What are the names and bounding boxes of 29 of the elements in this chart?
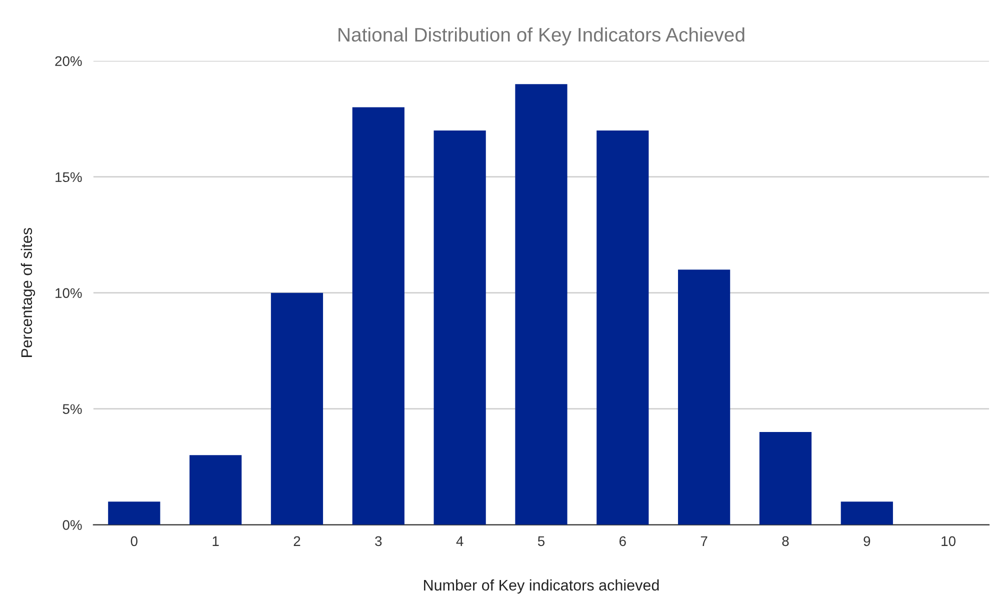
- bar: [270, 292, 324, 525]
- x-tick-label: 9: [864, 536, 870, 546]
- bar: [840, 502, 893, 525]
- x-tick-label: 6: [619, 536, 626, 546]
- bar: [515, 84, 568, 525]
- x-tick-label: 2: [294, 536, 300, 546]
- y-tick-label: 10%: [56, 288, 82, 298]
- y-axis-title: Percentage of sites: [20, 228, 36, 357]
- y-tick-label: 20%: [55, 56, 82, 66]
- x-axis-title: Number of Key indicators achieved: [424, 579, 659, 594]
- chart-title: National Distribution of Key Indicators Achieved: [338, 27, 744, 46]
- bar: [190, 455, 242, 525]
- x-tick-label: 5: [538, 536, 545, 546]
- bar: [678, 270, 730, 525]
- bar: [596, 130, 649, 525]
- y-tick-label: 15%: [56, 172, 82, 182]
- x-tick-label: 8: [782, 536, 789, 546]
- bar: [759, 432, 812, 525]
- x-tick-label: 3: [375, 536, 382, 546]
- bar: [108, 502, 160, 525]
- bar: [352, 107, 404, 525]
- y-tick-label: 5%: [62, 404, 82, 414]
- bar: [434, 130, 486, 525]
- x-tick-label: 1: [212, 536, 219, 546]
- x-tick-label: 10: [942, 536, 956, 546]
- y-tick-label: 0%: [62, 520, 82, 530]
- x-tick-label: 0: [130, 536, 138, 546]
- x-tick-label: 7: [700, 536, 708, 546]
- x-tick-label: 4: [456, 536, 464, 546]
